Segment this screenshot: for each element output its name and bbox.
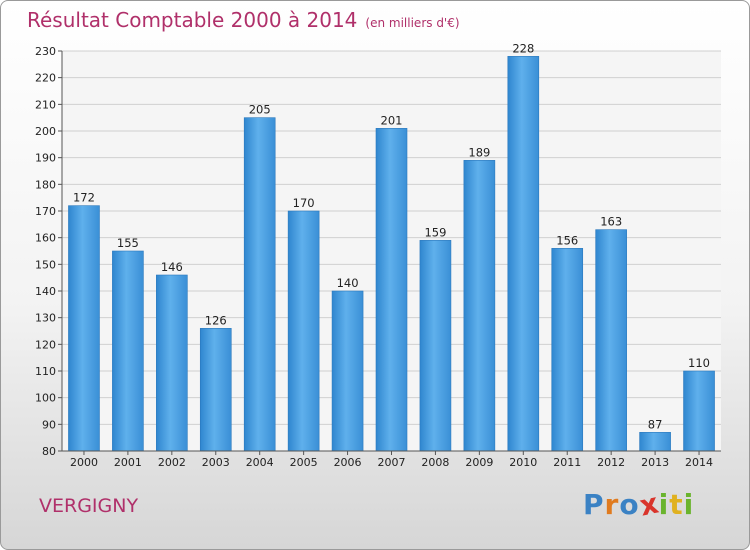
logo-letter: o [619, 488, 640, 521]
y-tick-label: 110 [35, 365, 56, 378]
data-label-2000: 172 [73, 191, 95, 205]
bar-2011 [551, 248, 584, 452]
bar-2013 [639, 432, 671, 452]
data-label-2011: 156 [556, 233, 578, 247]
x-tick-label-2009: 2009 [465, 456, 493, 469]
bar-2007 [375, 128, 408, 452]
x-tick-label-2010: 2010 [509, 456, 537, 469]
y-tick-label: 200 [35, 125, 56, 138]
data-label-2014: 110 [688, 356, 710, 370]
y-tick-label: 120 [35, 338, 56, 351]
logo-letter: P [583, 488, 605, 521]
data-label-2003: 126 [205, 313, 227, 327]
data-label-2002: 146 [161, 260, 183, 274]
x-tick-label-2001: 2001 [114, 456, 142, 469]
x-tick-label-2011: 2011 [553, 456, 581, 469]
chart-title: Résultat Comptable 2000 à 2014 (en millie… [27, 8, 460, 32]
bar-2005 [287, 210, 320, 452]
y-tick-label: 80 [42, 445, 56, 458]
y-tick-label: 180 [35, 178, 56, 191]
x-tick-label-2012: 2012 [597, 456, 625, 469]
data-label-2001: 155 [117, 236, 139, 250]
y-tick-label: 160 [35, 232, 56, 245]
commune-name: VERGIGNY [39, 495, 139, 517]
data-label-2007: 201 [381, 113, 403, 127]
y-tick-label: 230 [35, 45, 56, 58]
x-tick-label-2008: 2008 [421, 456, 449, 469]
logo-letter: i [683, 488, 695, 521]
bar-2006 [331, 290, 364, 452]
y-tick-label: 170 [35, 205, 56, 218]
y-tick-label: 220 [35, 72, 56, 85]
x-tick-label-2005: 2005 [290, 456, 318, 469]
bar-2014 [683, 370, 715, 452]
x-tick-label-2002: 2002 [158, 456, 186, 469]
y-tick-label: 140 [35, 285, 56, 298]
data-label-2009: 189 [468, 145, 490, 159]
x-tick-label-2006: 2006 [334, 456, 362, 469]
y-tick-label: 130 [35, 312, 56, 325]
x-tick-label-2014: 2014 [685, 456, 713, 469]
bar-2012 [595, 229, 627, 452]
bar-2010 [507, 56, 540, 452]
data-label-2012: 163 [600, 215, 622, 229]
x-tick-label-2000: 2000 [70, 456, 98, 469]
data-label-2006: 140 [337, 276, 359, 290]
y-tick-label: 90 [42, 418, 56, 431]
bar-2003 [199, 328, 232, 452]
x-tick-label-2003: 2003 [202, 456, 230, 469]
logo-letter: r [604, 488, 620, 521]
x-tick-label-2004: 2004 [246, 456, 274, 469]
y-tick-label: 100 [35, 392, 56, 405]
data-label-2004: 205 [249, 103, 271, 117]
data-label-2013: 87 [648, 417, 663, 431]
data-label-2008: 159 [424, 225, 446, 239]
data-label-2005: 170 [293, 196, 315, 210]
bar-2001 [112, 250, 144, 452]
bar-2000 [68, 205, 100, 452]
bar-2008 [419, 240, 452, 452]
chart-subtitle: (en milliers d'€) [365, 16, 460, 30]
x-tick-label-2013: 2013 [641, 456, 669, 469]
y-tick-label: 190 [35, 152, 56, 165]
y-tick-label: 150 [35, 258, 56, 271]
bar-2009 [463, 160, 496, 452]
data-label-2010: 228 [512, 41, 534, 55]
bar-2002 [156, 274, 188, 452]
bar-2004 [243, 117, 276, 452]
logo-letter: i [658, 488, 670, 521]
x-tick-label-2007: 2007 [378, 456, 406, 469]
y-tick-label: 210 [35, 98, 56, 111]
logo-letter: t [669, 488, 684, 521]
proxiti-logo: Proxiti [583, 486, 695, 522]
